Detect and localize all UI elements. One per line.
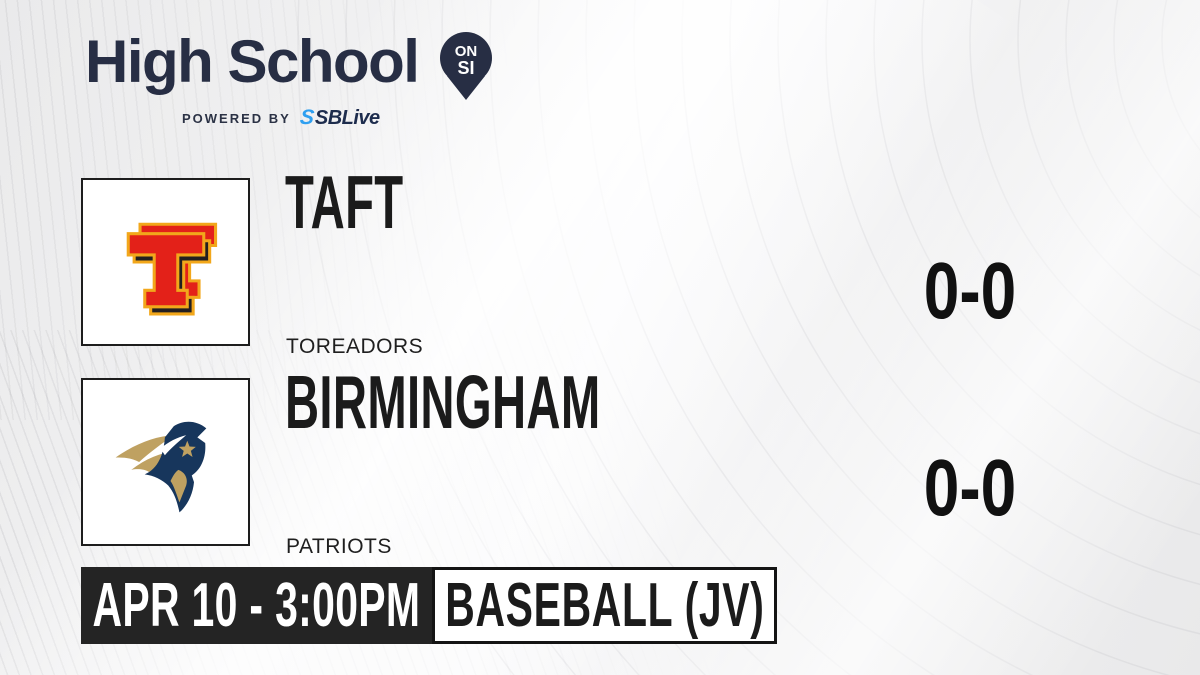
powered-by-label: POWERED BY	[182, 110, 291, 126]
sblive-wordmark: SBLive	[314, 107, 380, 129]
team1-logo-box	[81, 178, 250, 346]
badge-line1: ON	[455, 43, 478, 60]
brand-header: High School ON SI	[85, 30, 494, 102]
event-datetime-label: APR 10 - 3:00PM	[92, 570, 421, 640]
team1-record: 0-0	[923, 246, 1017, 335]
sblive-logo: S SBLive	[298, 106, 380, 130]
team1-mascot: TOREADORS	[286, 335, 424, 358]
sblive-bolt-icon: S	[298, 106, 316, 129]
taft-double-t-logo-icon	[126, 222, 217, 316]
on-si-location-pin-icon: ON SI	[440, 32, 493, 100]
team2-name: BIRMINGHAM	[285, 360, 601, 444]
powered-by-row: POWERED BY S SBLive	[182, 106, 380, 130]
team1-name: TAFT	[285, 160, 404, 244]
birmingham-patriots-head-logo-icon	[115, 421, 206, 513]
team2-logo-box	[81, 378, 250, 546]
team2-record: 0-0	[923, 443, 1017, 532]
event-datetime-box: APR 10 - 3:00PM	[81, 567, 432, 644]
brand-title: High School	[85, 28, 420, 95]
team2-mascot: PATRIOTS	[286, 535, 392, 558]
event-sport-box: BASEBALL (JV)	[432, 567, 777, 644]
badge-line2: SI	[458, 58, 475, 78]
event-sport-label: BASEBALL (JV)	[444, 570, 765, 640]
